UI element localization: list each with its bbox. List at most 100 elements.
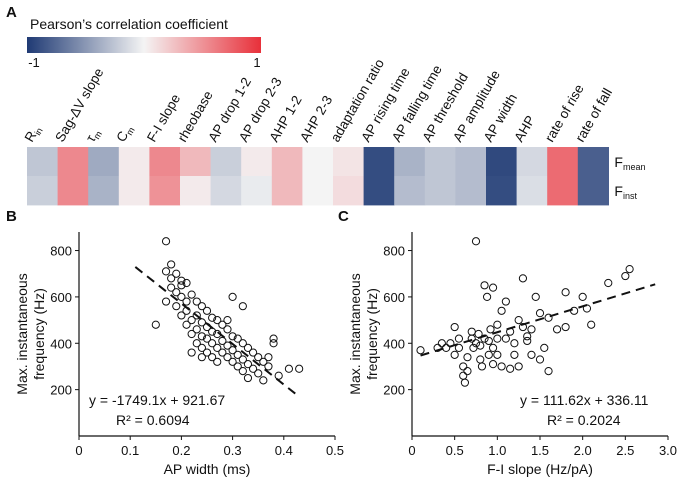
data-point: [488, 343, 498, 353]
heatmap-cell: [241, 147, 273, 177]
scatter-chart-ap-width: 0 0.1 0.2 0.3 0.4 0.5 200 400 600 800 AP width (ms…: [14, 232, 344, 477]
r-squared: R² = 0.6094: [116, 412, 190, 428]
data-point: [208, 353, 217, 362]
data-point: [450, 322, 459, 332]
data-point: [248, 364, 258, 373]
heatmap-cell: [271, 176, 303, 206]
data-point: [151, 320, 160, 329]
data-point: [192, 339, 201, 348]
data-point: [471, 237, 481, 246]
data-point: [243, 373, 253, 383]
data-point: [544, 366, 553, 376]
data-point: [223, 353, 232, 362]
heatmap-cell: [455, 176, 487, 206]
data-point: [238, 339, 247, 348]
panel-label-b: B: [6, 208, 17, 225]
data-point: [480, 281, 489, 290]
data-point: [463, 353, 472, 362]
heatmap-column-label: τm: [83, 126, 104, 146]
colorbar: [27, 37, 261, 53]
heatmap-cell: [486, 176, 518, 206]
heatmap-cell: [149, 176, 181, 206]
data-point: [460, 378, 470, 387]
heatmap-cell: [516, 147, 548, 177]
heatmap-column-label: AHP: [511, 113, 538, 145]
data-point: [197, 332, 206, 341]
data-point: [233, 362, 242, 371]
y-axis-label: Max. instantaneous: [347, 273, 363, 394]
data-point: [578, 292, 587, 302]
heatmap-cell: [88, 176, 120, 206]
data-point: [510, 339, 519, 348]
data-point: [238, 366, 247, 376]
regression-line: [134, 266, 300, 398]
y-axis-label: frequency (Hz): [364, 288, 380, 380]
heatmap-cell: [547, 147, 579, 177]
data-point: [187, 290, 196, 299]
heatmap-cell: [394, 147, 426, 177]
data-point: [274, 371, 283, 380]
y-tick-label: 600: [383, 290, 405, 305]
heatmap-row-label: Finst: [614, 183, 637, 201]
data-point: [506, 364, 515, 373]
heatmap-cell: [210, 176, 242, 206]
data-point: [476, 341, 485, 350]
data-point: [187, 329, 196, 339]
data-point: [177, 292, 186, 302]
data-point: [471, 339, 481, 348]
data-point: [161, 267, 171, 276]
y-tick-label: 800: [50, 244, 72, 259]
heatmap-cell: [88, 147, 120, 177]
data-point: [454, 334, 464, 343]
data-point: [514, 362, 523, 371]
data-point: [197, 353, 206, 362]
data-point: [167, 260, 176, 269]
regression-equation: y = -1749.1x + 921.67: [89, 392, 225, 408]
regression-line: [420, 283, 656, 357]
data-point: [284, 364, 294, 373]
data-point: [233, 334, 242, 343]
data-point: [450, 350, 459, 359]
heatmap-cell: [547, 176, 579, 206]
panel-label-c: C: [338, 208, 349, 225]
data-point: [540, 343, 549, 353]
data-point: [531, 292, 540, 302]
heatmap-cell: [241, 176, 273, 206]
data-point: [208, 313, 217, 322]
data-point: [177, 311, 186, 320]
heatmap-cell: [118, 176, 150, 206]
heatmap-cell: [333, 147, 365, 177]
data-point: [486, 325, 495, 334]
data-point: [459, 362, 468, 371]
data-point: [493, 320, 502, 329]
data-point: [187, 315, 196, 325]
data-point: [518, 274, 528, 283]
data-point: [192, 325, 201, 334]
x-axis-label: AP width (ms): [164, 461, 251, 477]
data-point: [476, 355, 485, 364]
data-point: [223, 325, 232, 334]
y-tick-label: 400: [383, 336, 405, 351]
data-point: [454, 343, 464, 353]
data-point: [527, 350, 536, 359]
x-tick-label: 0.2: [172, 443, 190, 458]
data-point: [192, 297, 201, 306]
data-point: [218, 336, 227, 346]
data-point: [493, 334, 502, 343]
heatmap-cell: [486, 147, 518, 177]
data-point: [218, 348, 227, 357]
data-point: [228, 332, 237, 341]
heatmap-cell: [149, 147, 181, 177]
data-point: [197, 302, 206, 311]
data-point: [523, 336, 532, 346]
data-point: [621, 271, 630, 281]
data-point: [167, 274, 176, 283]
data-point: [182, 297, 191, 306]
data-point: [228, 346, 237, 355]
data-point: [177, 276, 186, 285]
data-point: [467, 327, 476, 336]
x-tick-label: 0.5: [446, 443, 464, 458]
heatmap-cell: [180, 176, 212, 206]
data-point: [202, 334, 212, 343]
data-point: [493, 350, 502, 359]
